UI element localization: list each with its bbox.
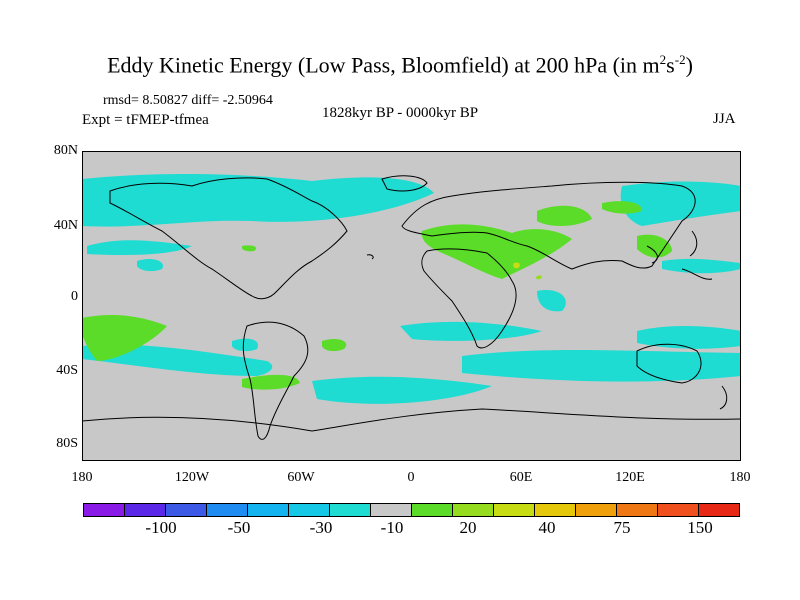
colorbar-swatch [657,503,699,517]
x-tick-0: 0 [407,470,415,485]
experiment-label: Expt = tFMEP-tfmea [82,112,209,128]
colorbar-swatch [124,503,166,517]
y-tick-40n: 40N [53,218,78,233]
colorbar-label: 150 [687,518,713,537]
y-tick-80n: 80N [53,143,78,158]
colorbar-label: 20 [459,518,477,537]
colorbar-swatch [575,503,617,517]
map-plot [82,151,741,461]
x-tick-180w: 180 [71,470,93,485]
colorbar-swatch [616,503,658,517]
colorbar-swatch [370,503,412,517]
period-label: 1828kyr BP - 0000kyr BP [322,105,479,121]
colorbar-label: -30 [309,518,333,537]
anomaly-fill-yellowgreen [536,275,542,280]
colorbar-swatch [411,503,453,517]
x-tick-60e: 60E [509,470,533,485]
colorbar-label: 75 [613,518,631,537]
x-tick-60w: 60W [287,470,315,485]
anomaly-fill-cyan [82,174,741,404]
anomaly-fill-yellow [513,262,520,269]
map-border [82,151,741,461]
colorbar [83,503,740,517]
colorbar-swatch [165,503,207,517]
colorbar-label: -100 [145,518,177,537]
colorbar-swatch [329,503,371,517]
colorbar-label: 40 [538,518,556,537]
x-tick-180e: 180 [729,470,751,485]
coastlines [82,175,741,440]
y-tick-0: 0 [71,289,78,304]
colorbar-swatch [698,503,740,517]
x-tick-120w: 120W [174,470,210,485]
colorbar-label: -50 [227,518,251,537]
season-label: JJA [713,111,736,127]
y-tick-80s: 80S [56,436,78,451]
colorbar-swatch [493,503,535,517]
colorbar-swatch [247,503,289,517]
chart-title: Eddy Kinetic Energy (Low Pass, Bloomfiel… [107,52,693,78]
colorbar-swatch [288,503,330,517]
anomaly-fill-green [82,201,672,390]
colorbar-swatch [452,503,494,517]
x-tick-120e: 120E [615,470,645,485]
y-tick-40s: 40S [56,363,78,378]
stats-label: rmsd= 8.50827 diff= -2.50964 [103,93,273,108]
colorbar-swatch [206,503,248,517]
colorbar-label: -10 [380,518,404,537]
colorbar-swatch [534,503,576,517]
colorbar-swatch [83,503,125,517]
